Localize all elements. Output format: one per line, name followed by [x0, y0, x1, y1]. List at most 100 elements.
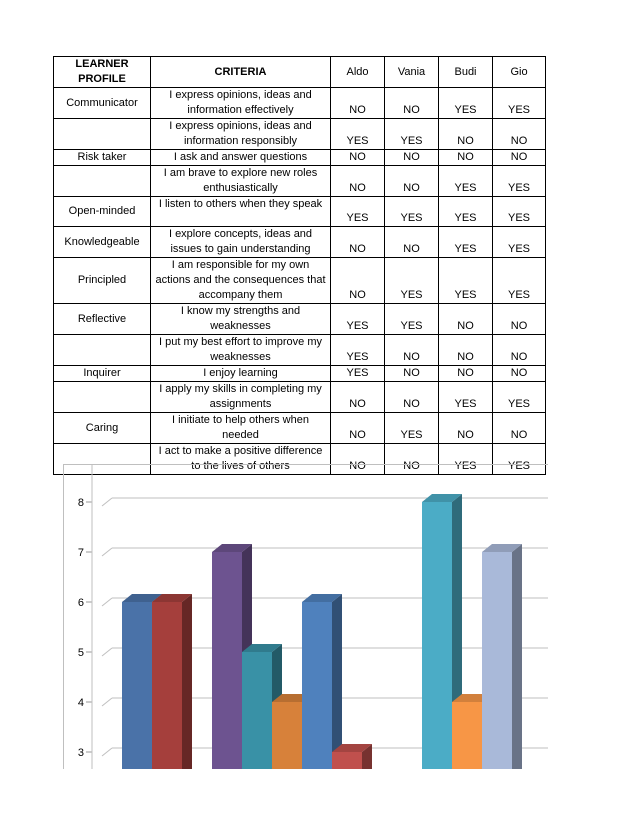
y-tick-label: 7 — [78, 547, 84, 559]
value-cell-gio: YES — [492, 87, 546, 119]
value-cell-aldo: YES — [330, 118, 385, 150]
table-row: Principled I am responsible for my own ac… — [53, 257, 546, 304]
bar-top — [332, 744, 372, 752]
value-cell-budi: YES — [438, 381, 493, 413]
criteria-cell: I initiate to help others when needed — [150, 412, 331, 444]
learner-profile-cell — [53, 118, 151, 150]
value-cell-aldo: NO — [330, 412, 385, 444]
header-gio: Gio — [492, 56, 546, 88]
bar — [152, 602, 182, 769]
value-cell-vania: YES — [384, 196, 439, 227]
value-cell-aldo: NO — [330, 165, 385, 197]
value-cell-budi: YES — [438, 87, 493, 119]
value-cell-gio: YES — [492, 196, 546, 227]
gridline-depth — [101, 697, 113, 707]
value-cell-budi: NO — [438, 412, 493, 444]
table-row: Knowledgeable I explore concepts, ideas a… — [53, 226, 546, 258]
value-cell-aldo: NO — [330, 87, 385, 119]
table-row: Risk taker I ask and answer questions NO NO… — [53, 149, 546, 166]
bar-top — [422, 494, 462, 502]
criteria-cell: I express opinions, ideas and informatio… — [150, 87, 331, 119]
header-criteria: CRITERIA — [150, 56, 331, 88]
bar-top — [482, 544, 522, 552]
value-cell-vania: NO — [384, 365, 439, 382]
gridline-depth — [101, 647, 113, 657]
value-cell-gio: YES — [492, 257, 546, 304]
table-row: Caring I initiate to help others when nee… — [53, 412, 546, 444]
criteria-cell: I put my best effort to improve my weakn… — [150, 334, 331, 366]
learner-profile-cell — [53, 334, 151, 366]
value-cell-gio: NO — [492, 118, 546, 150]
criteria-cell: I apply my skills in completing my assig… — [150, 381, 331, 413]
bar — [452, 702, 482, 769]
y-tick-label: 6 — [78, 597, 84, 609]
value-cell-gio: YES — [492, 165, 546, 197]
value-cell-vania: NO — [384, 87, 439, 119]
y-tick-label: 8 — [78, 497, 84, 509]
gridline-depth — [101, 747, 113, 757]
table-header-row: LEARNER PROFILE CRITERIA Aldo Vania Budi… — [53, 56, 546, 88]
bar-side — [362, 744, 372, 769]
y-tick-label: 4 — [78, 697, 84, 709]
learner-profile-cell: Caring — [53, 412, 151, 444]
learner-profile-cell: Reflective — [53, 303, 151, 335]
bar — [482, 552, 512, 769]
value-cell-budi: NO — [438, 149, 493, 166]
bar-top — [242, 644, 282, 652]
value-cell-vania: NO — [384, 165, 439, 197]
learner-profile-cell: Principled — [53, 257, 151, 304]
learner-profile-cell — [53, 165, 151, 197]
value-cell-vania: NO — [384, 226, 439, 258]
criteria-cell: I act to make a positive difference to t… — [150, 443, 331, 475]
value-cell-gio: NO — [492, 412, 546, 444]
value-cell-budi: NO — [438, 303, 493, 335]
value-cell-vania: YES — [384, 257, 439, 304]
value-cell-aldo: YES — [330, 334, 385, 366]
learner-profile-cell — [53, 443, 151, 475]
gridline-depth — [101, 497, 113, 507]
gridline-depth — [101, 547, 113, 557]
value-cell-budi: NO — [438, 334, 493, 366]
value-cell-vania: NO — [384, 149, 439, 166]
value-cell-gio: NO — [492, 303, 546, 335]
value-cell-aldo: NO — [330, 226, 385, 258]
learner-profile-cell: Risk taker — [53, 149, 151, 166]
bar — [122, 602, 152, 769]
bar-top — [302, 594, 342, 602]
value-cell-vania: NO — [384, 381, 439, 413]
value-cell-vania: YES — [384, 118, 439, 150]
table-row: Communicator I express opinions, ideas an… — [53, 87, 546, 119]
value-cell-gio: YES — [492, 443, 546, 475]
value-cell-budi: YES — [438, 257, 493, 304]
criteria-cell: I am responsible for my own actions and … — [150, 257, 331, 304]
value-cell-aldo: NO — [330, 257, 385, 304]
value-cell-aldo: YES — [330, 196, 385, 227]
value-cell-aldo: YES — [330, 365, 385, 382]
value-cell-vania: NO — [384, 334, 439, 366]
value-cell-budi: YES — [438, 196, 493, 227]
table-row: I am brave to explore new roles enthusia… — [53, 165, 546, 197]
value-cell-budi: YES — [438, 165, 493, 197]
table-row: I put my best effort to improve my weakn… — [53, 334, 546, 366]
y-tick-label: 5 — [78, 647, 84, 659]
table-row: I act to make a positive difference to t… — [53, 443, 546, 475]
bar — [272, 702, 302, 769]
criteria-cell: I enjoy learning — [150, 365, 331, 382]
bar-top — [212, 544, 252, 552]
learner-profile-cell: Knowledgeable — [53, 226, 151, 258]
bar-chart: 3 4 5 6 7 8 — [63, 464, 548, 769]
value-cell-gio: YES — [492, 226, 546, 258]
value-cell-aldo: NO — [330, 381, 385, 413]
criteria-cell: I know my strengths and weaknesses — [150, 303, 331, 335]
value-cell-aldo: NO — [330, 149, 385, 166]
table-body: Communicator I express opinions, ideas an… — [53, 87, 546, 475]
criteria-cell: I ask and answer questions — [150, 149, 331, 166]
bar — [332, 752, 362, 769]
value-cell-budi: YES — [438, 226, 493, 258]
bar — [302, 602, 332, 769]
value-cell-vania: YES — [384, 303, 439, 335]
learner-profile-cell: Open-minded — [53, 196, 151, 227]
value-cell-gio: NO — [492, 334, 546, 366]
bar — [242, 652, 272, 769]
bar-chart-svg: 3 4 5 6 7 8 — [78, 465, 548, 769]
